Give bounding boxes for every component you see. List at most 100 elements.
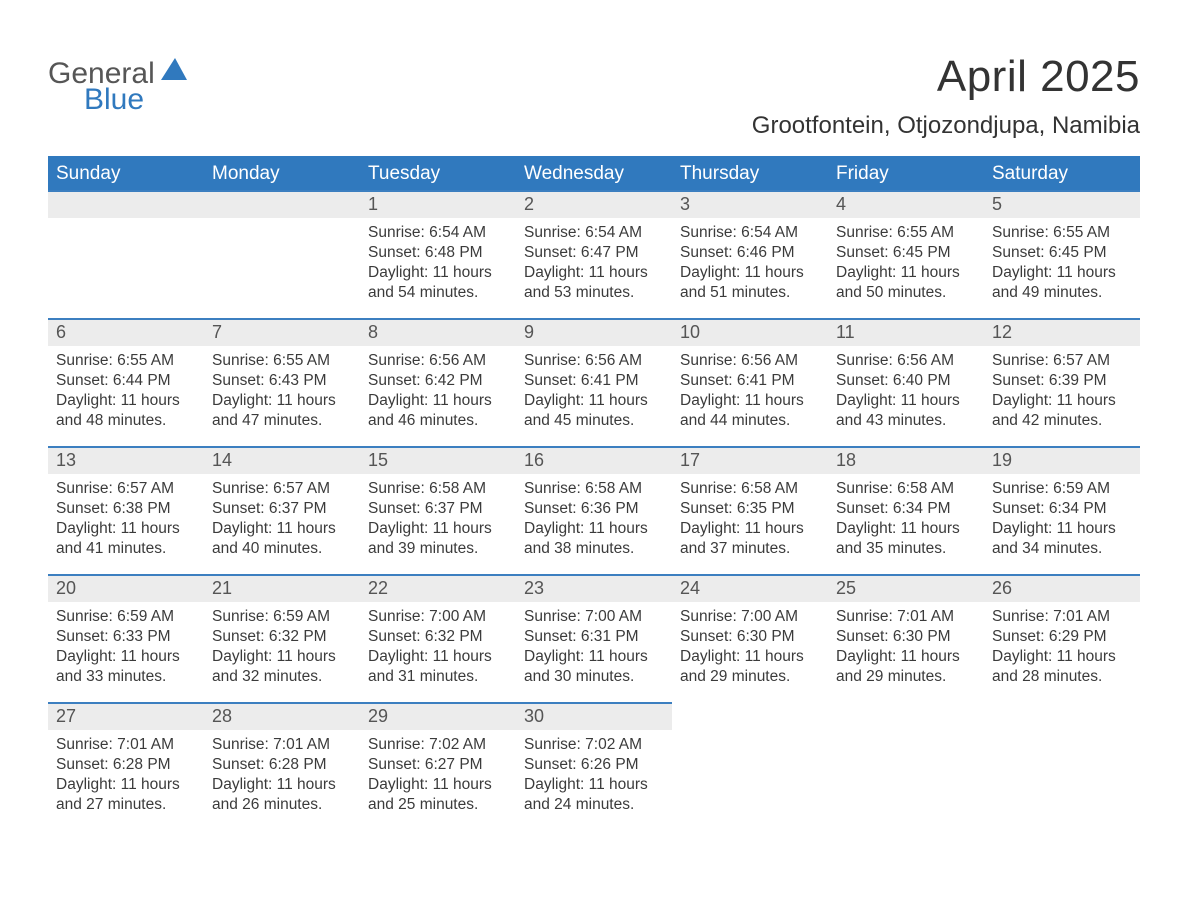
sunrise-line: Sunrise: 6:56 AM bbox=[680, 351, 820, 371]
day-cell bbox=[828, 702, 984, 816]
sunset-line: Sunset: 6:28 PM bbox=[56, 755, 196, 775]
sunset-line: Sunset: 6:42 PM bbox=[368, 371, 508, 391]
day-number: 9 bbox=[516, 320, 672, 346]
sunrise-line: Sunrise: 6:59 AM bbox=[56, 607, 196, 627]
sunrise-line: Sunrise: 7:02 AM bbox=[368, 735, 508, 755]
day-body: Sunrise: 7:01 AMSunset: 6:30 PMDaylight:… bbox=[828, 602, 984, 688]
logo: General Blue bbox=[48, 52, 187, 115]
day-number: 19 bbox=[984, 448, 1140, 474]
sunrise-line: Sunrise: 6:55 AM bbox=[836, 223, 976, 243]
day-cell: 4Sunrise: 6:55 AMSunset: 6:45 PMDaylight… bbox=[828, 190, 984, 318]
daylight-line: Daylight: 11 hours and 54 minutes. bbox=[368, 263, 508, 303]
day-number: 20 bbox=[48, 576, 204, 602]
day-body: Sunrise: 6:55 AMSunset: 6:43 PMDaylight:… bbox=[204, 346, 360, 432]
sunset-line: Sunset: 6:34 PM bbox=[836, 499, 976, 519]
sunrise-line: Sunrise: 6:55 AM bbox=[992, 223, 1132, 243]
day-number: 26 bbox=[984, 576, 1140, 602]
day-header: Sunday bbox=[48, 157, 204, 190]
daylight-line: Daylight: 11 hours and 28 minutes. bbox=[992, 647, 1132, 687]
day-number: 6 bbox=[48, 320, 204, 346]
sunrise-line: Sunrise: 6:59 AM bbox=[992, 479, 1132, 499]
day-body: Sunrise: 6:56 AMSunset: 6:41 PMDaylight:… bbox=[672, 346, 828, 432]
sunset-line: Sunset: 6:26 PM bbox=[524, 755, 664, 775]
day-body: Sunrise: 7:00 AMSunset: 6:32 PMDaylight:… bbox=[360, 602, 516, 688]
day-cell: 25Sunrise: 7:01 AMSunset: 6:30 PMDayligh… bbox=[828, 574, 984, 702]
sunset-line: Sunset: 6:29 PM bbox=[992, 627, 1132, 647]
day-body: Sunrise: 7:00 AMSunset: 6:31 PMDaylight:… bbox=[516, 602, 672, 688]
sunset-line: Sunset: 6:32 PM bbox=[368, 627, 508, 647]
day-cell: 26Sunrise: 7:01 AMSunset: 6:29 PMDayligh… bbox=[984, 574, 1140, 702]
day-cell bbox=[204, 190, 360, 318]
day-number: 2 bbox=[516, 192, 672, 218]
daylight-line: Daylight: 11 hours and 44 minutes. bbox=[680, 391, 820, 431]
day-body: Sunrise: 6:58 AMSunset: 6:35 PMDaylight:… bbox=[672, 474, 828, 560]
sunset-line: Sunset: 6:43 PM bbox=[212, 371, 352, 391]
sunrise-line: Sunrise: 7:01 AM bbox=[56, 735, 196, 755]
sunset-line: Sunset: 6:37 PM bbox=[212, 499, 352, 519]
day-body: Sunrise: 6:59 AMSunset: 6:32 PMDaylight:… bbox=[204, 602, 360, 688]
day-cell: 16Sunrise: 6:58 AMSunset: 6:36 PMDayligh… bbox=[516, 446, 672, 574]
week-row: 13Sunrise: 6:57 AMSunset: 6:38 PMDayligh… bbox=[48, 446, 1140, 574]
day-body: Sunrise: 7:01 AMSunset: 6:28 PMDaylight:… bbox=[48, 730, 204, 816]
day-body: Sunrise: 6:55 AMSunset: 6:45 PMDaylight:… bbox=[828, 218, 984, 304]
day-cell: 15Sunrise: 6:58 AMSunset: 6:37 PMDayligh… bbox=[360, 446, 516, 574]
daylight-line: Daylight: 11 hours and 42 minutes. bbox=[992, 391, 1132, 431]
daylight-line: Daylight: 11 hours and 45 minutes. bbox=[524, 391, 664, 431]
sunset-line: Sunset: 6:35 PM bbox=[680, 499, 820, 519]
day-body: Sunrise: 6:59 AMSunset: 6:34 PMDaylight:… bbox=[984, 474, 1140, 560]
sunrise-line: Sunrise: 6:54 AM bbox=[680, 223, 820, 243]
daylight-line: Daylight: 11 hours and 53 minutes. bbox=[524, 263, 664, 303]
sunrise-line: Sunrise: 7:01 AM bbox=[836, 607, 976, 627]
day-cell: 12Sunrise: 6:57 AMSunset: 6:39 PMDayligh… bbox=[984, 318, 1140, 446]
sunrise-line: Sunrise: 7:00 AM bbox=[680, 607, 820, 627]
week-row: 20Sunrise: 6:59 AMSunset: 6:33 PMDayligh… bbox=[48, 574, 1140, 702]
day-number: 14 bbox=[204, 448, 360, 474]
day-number bbox=[828, 702, 984, 728]
day-body: Sunrise: 6:57 AMSunset: 6:38 PMDaylight:… bbox=[48, 474, 204, 560]
day-cell: 5Sunrise: 6:55 AMSunset: 6:45 PMDaylight… bbox=[984, 190, 1140, 318]
day-number: 13 bbox=[48, 448, 204, 474]
day-number: 1 bbox=[360, 192, 516, 218]
sunset-line: Sunset: 6:45 PM bbox=[836, 243, 976, 263]
day-number: 11 bbox=[828, 320, 984, 346]
sunrise-line: Sunrise: 6:57 AM bbox=[212, 479, 352, 499]
daylight-line: Daylight: 11 hours and 39 minutes. bbox=[368, 519, 508, 559]
day-number: 17 bbox=[672, 448, 828, 474]
day-body: Sunrise: 6:59 AMSunset: 6:33 PMDaylight:… bbox=[48, 602, 204, 688]
day-cell bbox=[984, 702, 1140, 816]
day-number bbox=[204, 192, 360, 218]
day-cell: 27Sunrise: 7:01 AMSunset: 6:28 PMDayligh… bbox=[48, 702, 204, 816]
day-number: 22 bbox=[360, 576, 516, 602]
day-cell: 14 Sunrise: 6:57 AMSunset: 6:37 PMDayligh… bbox=[204, 446, 360, 574]
sunrise-line: Sunrise: 7:00 AM bbox=[524, 607, 664, 627]
daylight-line: Daylight: 11 hours and 32 minutes. bbox=[212, 647, 352, 687]
day-cell: 22Sunrise: 7:00 AMSunset: 6:32 PMDayligh… bbox=[360, 574, 516, 702]
daylight-line: Daylight: 11 hours and 51 minutes. bbox=[680, 263, 820, 303]
week-row: 6Sunrise: 6:55 AMSunset: 6:44 PMDaylight… bbox=[48, 318, 1140, 446]
day-body: Sunrise: 6:58 AMSunset: 6:37 PMDaylight:… bbox=[360, 474, 516, 560]
daylight-line: Daylight: 11 hours and 49 minutes. bbox=[992, 263, 1132, 303]
header-bar: General Blue April 2025 Grootfontein, Ot… bbox=[48, 52, 1140, 140]
sunset-line: Sunset: 6:28 PM bbox=[212, 755, 352, 775]
daylight-line: Daylight: 11 hours and 40 minutes. bbox=[212, 519, 352, 559]
sunset-line: Sunset: 6:45 PM bbox=[992, 243, 1132, 263]
location-subtitle: Grootfontein, Otjozondjupa, Namibia bbox=[752, 112, 1140, 140]
sunset-line: Sunset: 6:46 PM bbox=[680, 243, 820, 263]
day-number: 15 bbox=[360, 448, 516, 474]
day-body: Sunrise: 6:54 AMSunset: 6:47 PMDaylight:… bbox=[516, 218, 672, 304]
day-number: 3 bbox=[672, 192, 828, 218]
daylight-line: Daylight: 11 hours and 25 minutes. bbox=[368, 775, 508, 815]
day-number: 4 bbox=[828, 192, 984, 218]
day-cell: 9Sunrise: 6:56 AMSunset: 6:41 PMDaylight… bbox=[516, 318, 672, 446]
sunset-line: Sunset: 6:37 PM bbox=[368, 499, 508, 519]
sunset-line: Sunset: 6:48 PM bbox=[368, 243, 508, 263]
day-cell: 6Sunrise: 6:55 AMSunset: 6:44 PMDaylight… bbox=[48, 318, 204, 446]
daylight-line: Daylight: 11 hours and 50 minutes. bbox=[836, 263, 976, 303]
day-body: Sunrise: 6:58 AMSunset: 6:36 PMDaylight:… bbox=[516, 474, 672, 560]
day-number: 24 bbox=[672, 576, 828, 602]
sunset-line: Sunset: 6:32 PM bbox=[212, 627, 352, 647]
day-body: Sunrise: 6:56 AMSunset: 6:40 PMDaylight:… bbox=[828, 346, 984, 432]
sunrise-line: Sunrise: 6:56 AM bbox=[524, 351, 664, 371]
day-body: Sunrise: 6:54 AMSunset: 6:48 PMDaylight:… bbox=[360, 218, 516, 304]
day-body: Sunrise: 7:01 AMSunset: 6:28 PMDaylight:… bbox=[204, 730, 360, 816]
